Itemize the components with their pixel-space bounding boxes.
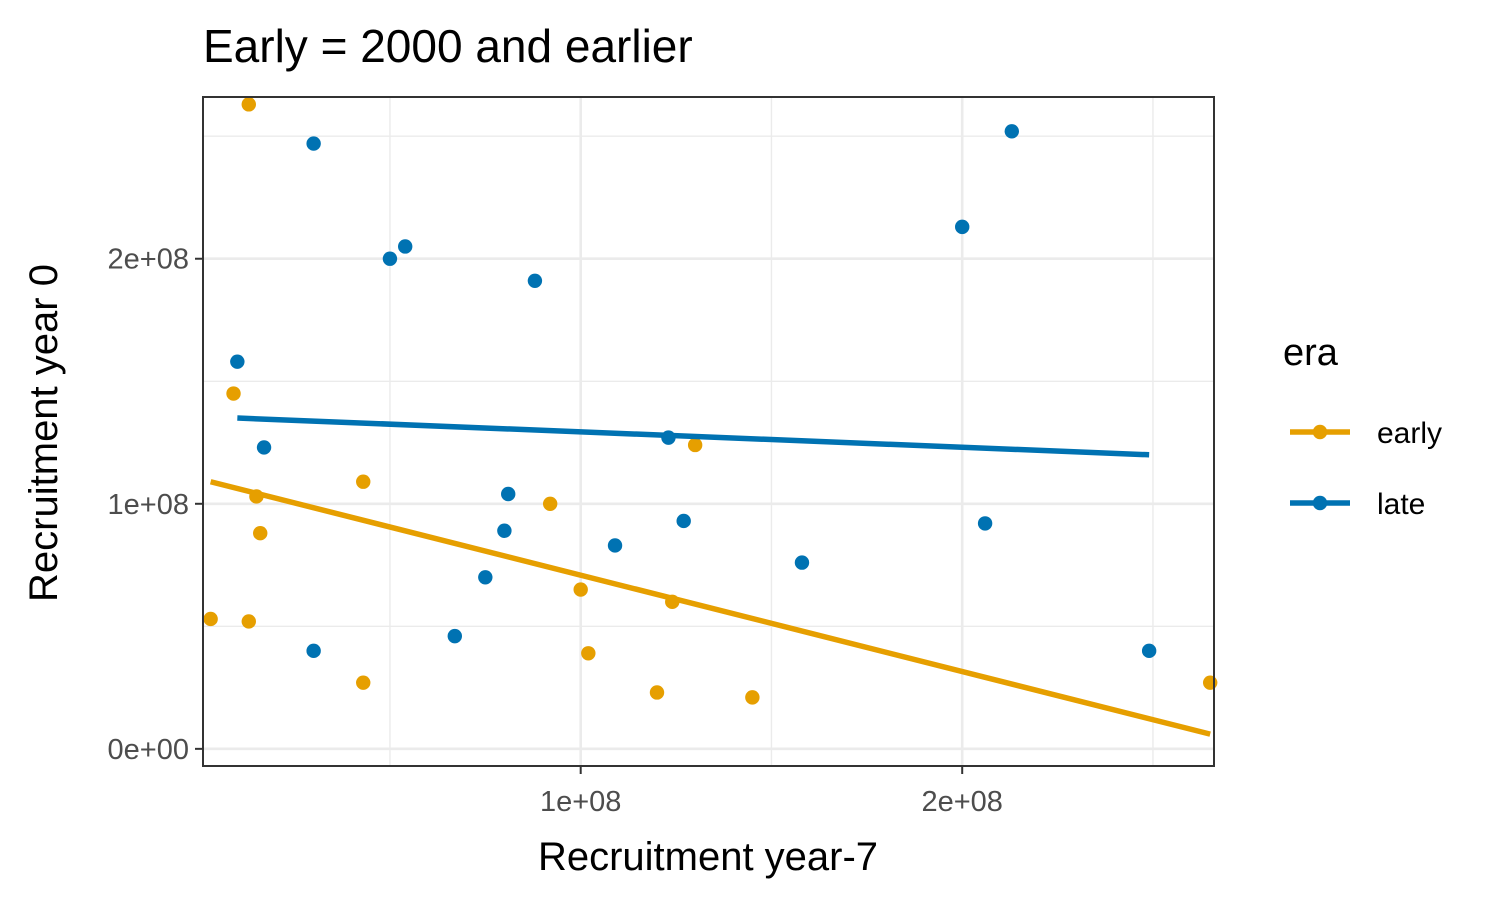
legend-key-late xyxy=(1290,495,1350,511)
data-point-late xyxy=(501,486,516,502)
data-point-late xyxy=(306,643,321,659)
data-point-late xyxy=(382,251,398,266)
data-point-late xyxy=(527,273,543,288)
series-early xyxy=(203,97,1218,737)
legend-title: era xyxy=(1283,332,1339,374)
data-point-late xyxy=(398,239,413,254)
y-tick-label: 0e+00 xyxy=(108,734,189,766)
y-axis: 0e+00 1e+08 2e+08 xyxy=(108,244,203,766)
data-point-early xyxy=(649,685,665,700)
data-point-late xyxy=(447,628,462,644)
y-axis-title: Recruitment year 0 xyxy=(22,264,66,602)
data-point-late xyxy=(794,555,810,570)
data-point-late xyxy=(478,570,493,585)
x-axis-title: Recruitment year-7 xyxy=(538,835,878,879)
data-point-early xyxy=(356,675,371,690)
data-point-early xyxy=(253,525,268,541)
data-point-late xyxy=(1141,643,1157,659)
trend-line-early xyxy=(209,479,1211,737)
x-tick-label: 2e+08 xyxy=(921,786,1002,818)
data-point-early xyxy=(687,437,703,453)
x-axis: 1e+08 2e+08 xyxy=(540,766,1003,818)
data-point-early xyxy=(241,614,256,629)
panel-background xyxy=(203,97,1214,766)
data-point-early xyxy=(241,97,256,112)
data-point-early xyxy=(226,386,241,401)
data-point-late xyxy=(676,513,691,529)
data-point-early xyxy=(1202,675,1218,690)
y-tick-label: 2e+08 xyxy=(108,244,189,276)
data-point-late xyxy=(306,136,321,151)
legend-label-early: early xyxy=(1377,417,1442,450)
data-point-early xyxy=(542,496,558,511)
data-point-early xyxy=(745,690,760,705)
legend-key-point xyxy=(1312,495,1328,511)
series-late xyxy=(230,124,1157,659)
data-point-late xyxy=(497,523,512,538)
panel-border xyxy=(202,96,1215,767)
data-point-early xyxy=(356,474,371,489)
x-tick-label: 1e+08 xyxy=(540,786,621,818)
chart-title: Early = 2000 and earlier xyxy=(203,20,693,72)
data-point-late xyxy=(230,354,245,369)
plot-panel xyxy=(202,96,1218,767)
data-point-late xyxy=(1004,124,1019,139)
legend-key-point xyxy=(1312,424,1328,440)
data-point-late xyxy=(607,538,623,553)
data-point-early xyxy=(203,611,218,627)
legend-key-early xyxy=(1290,424,1350,440)
legend-label-late: late xyxy=(1377,488,1425,521)
y-tick-label: 1e+08 xyxy=(108,489,189,521)
data-point-early xyxy=(581,646,596,661)
trend-line-late xyxy=(237,415,1150,458)
data-point-late xyxy=(977,516,993,531)
data-point-late xyxy=(955,219,970,235)
data-point-early xyxy=(573,582,588,597)
legend: era early late xyxy=(1283,332,1442,521)
data-point-late xyxy=(256,440,272,455)
